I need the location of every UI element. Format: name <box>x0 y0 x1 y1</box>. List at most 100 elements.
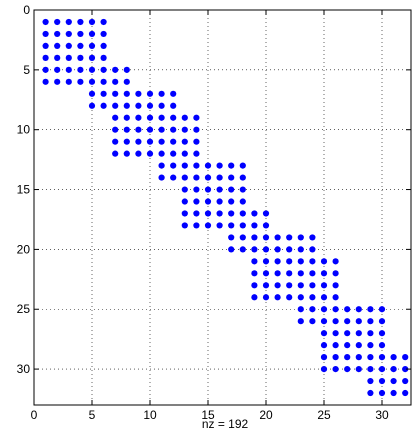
nonzero-point <box>170 114 177 121</box>
y-tick-label: 25 <box>17 302 31 316</box>
nonzero-point <box>193 138 200 145</box>
nonzero-point <box>332 282 339 289</box>
nonzero-point <box>77 18 84 26</box>
nonzero-point <box>100 90 107 97</box>
y-tick-label: 15 <box>17 183 31 197</box>
nonzero-point <box>228 246 235 253</box>
y-tick-label: 20 <box>17 242 31 256</box>
nonzero-point <box>262 222 270 229</box>
nonzero-point <box>42 54 49 61</box>
nonzero-point <box>367 354 374 361</box>
nonzero-point <box>378 365 386 373</box>
nonzero-point <box>239 210 246 217</box>
nonzero-point <box>297 234 304 241</box>
x-axis-label: nz = 192 <box>202 417 249 431</box>
nonzero-point <box>158 102 165 109</box>
nonzero-point <box>297 246 304 253</box>
nonzero-point <box>135 138 142 145</box>
nonzero-point <box>332 306 339 313</box>
nonzero-point <box>204 162 212 169</box>
nonzero-point <box>251 234 258 241</box>
nonzero-point <box>378 377 386 385</box>
nonzero-point <box>77 30 84 38</box>
nonzero-point <box>88 66 96 73</box>
nonzero-point <box>146 138 154 145</box>
nonzero-point <box>181 162 188 169</box>
nonzero-point <box>402 377 409 385</box>
nonzero-point <box>158 114 165 121</box>
nonzero-point <box>297 318 304 325</box>
nonzero-point <box>216 162 223 169</box>
nonzero-point <box>158 90 165 97</box>
nonzero-point <box>123 90 130 97</box>
nonzero-point <box>228 186 235 193</box>
x-axis: 0 5 10 15 20 25 30 <box>31 10 389 422</box>
nonzero-point <box>158 138 165 145</box>
nonzero-point <box>355 330 362 337</box>
nonzero-point <box>390 377 397 385</box>
nonzero-point <box>367 377 374 385</box>
x-tick-label: 5 <box>89 408 96 422</box>
nonzero-point <box>332 365 339 373</box>
nonzero-point <box>88 42 96 50</box>
nonzero-point <box>228 234 235 241</box>
nonzero-point <box>332 294 339 301</box>
nonzero-point <box>274 294 281 301</box>
x-tick-label: 15 <box>201 408 215 422</box>
nonzero-point <box>216 186 223 193</box>
nonzero-point <box>344 330 351 337</box>
nonzero-point <box>274 270 281 277</box>
nonzero-point <box>193 186 200 193</box>
nonzero-point <box>112 78 119 85</box>
nonzero-point <box>181 198 188 205</box>
nonzero-point <box>42 78 49 85</box>
nonzero-point <box>204 222 212 229</box>
nonzero-point <box>297 294 304 301</box>
nonzero-point <box>193 222 200 229</box>
nonzero-point <box>135 150 142 157</box>
y-axis: 0 5 10 15 20 25 30 <box>17 3 411 376</box>
nonzero-point <box>135 90 142 97</box>
nonzero-point <box>332 318 339 325</box>
nonzero-point <box>77 66 84 73</box>
nonzero-point <box>100 18 107 26</box>
nonzero-point <box>100 42 107 50</box>
y-tick-label: 10 <box>17 123 31 137</box>
nonzero-point <box>262 294 270 301</box>
nonzero-point <box>88 78 96 85</box>
nonzero-point <box>77 42 84 50</box>
nonzero-point <box>309 282 316 289</box>
nonzero-point <box>123 114 130 121</box>
nonzero-point <box>367 389 374 397</box>
nonzero-point <box>193 210 200 217</box>
nonzero-point <box>216 198 223 205</box>
nonzero-point <box>112 114 119 121</box>
plot-frame <box>33 9 412 406</box>
nonzero-point <box>123 150 130 157</box>
nonzero-point <box>344 354 351 361</box>
nonzero-point <box>320 282 328 289</box>
nonzero-point <box>146 90 154 97</box>
nonzero-point <box>262 234 270 241</box>
nonzero-point <box>193 174 200 181</box>
x-tick-label: 25 <box>317 408 331 422</box>
nonzero-point <box>274 234 281 241</box>
nonzero-point <box>170 126 177 133</box>
nonzero-point <box>332 354 339 361</box>
nonzero-point <box>204 198 212 205</box>
nonzero-point <box>181 186 188 193</box>
nonzero-point <box>320 306 328 313</box>
y-tick-label: 30 <box>17 362 31 376</box>
nonzero-point <box>320 365 328 373</box>
nonzero-point <box>390 354 397 361</box>
y-tick-label: 0 <box>23 3 30 17</box>
nonzero-point <box>54 78 61 85</box>
nonzero-point <box>390 389 397 397</box>
nonzero-point <box>181 138 188 145</box>
x-tick-label: 20 <box>259 408 273 422</box>
nonzero-point <box>251 258 258 265</box>
nonzero-point <box>100 102 107 109</box>
nonzero-point <box>135 102 142 109</box>
nonzero-point <box>65 54 72 61</box>
